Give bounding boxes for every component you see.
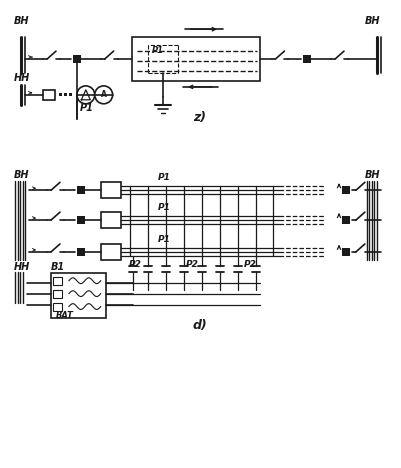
Text: z): z) xyxy=(193,110,206,124)
Bar xyxy=(73,55,81,63)
Bar xyxy=(43,90,55,100)
Bar xyxy=(77,186,85,194)
Text: P1: P1 xyxy=(158,235,171,244)
Bar xyxy=(77,216,85,224)
Bar xyxy=(53,290,62,298)
Text: d): d) xyxy=(192,320,207,332)
Bar xyxy=(69,93,72,96)
Text: BAT: BAT xyxy=(56,312,74,321)
Bar xyxy=(100,244,120,260)
Text: BH: BH xyxy=(13,170,29,180)
Bar xyxy=(302,55,310,63)
Text: A: A xyxy=(101,90,106,99)
Text: HH: HH xyxy=(13,73,30,83)
Text: BH: BH xyxy=(364,16,379,26)
Bar xyxy=(59,93,62,96)
Text: BH: BH xyxy=(364,170,379,180)
Bar xyxy=(132,37,259,81)
Bar xyxy=(53,277,62,285)
Text: P1: P1 xyxy=(151,46,163,55)
Circle shape xyxy=(77,86,95,104)
Bar xyxy=(100,212,120,228)
Bar xyxy=(64,93,67,96)
Text: P1: P1 xyxy=(80,103,93,113)
Circle shape xyxy=(95,86,112,104)
Text: HH: HH xyxy=(13,262,30,272)
Text: P1: P1 xyxy=(158,173,171,183)
Bar xyxy=(100,183,120,198)
Text: P2: P2 xyxy=(243,260,256,269)
Text: P2: P2 xyxy=(186,260,198,269)
Bar xyxy=(53,303,62,311)
Bar xyxy=(341,216,349,224)
Bar xyxy=(51,273,105,317)
Bar xyxy=(341,248,349,256)
Text: BH: BH xyxy=(13,16,29,26)
Text: P2: P2 xyxy=(128,260,141,269)
Text: P1: P1 xyxy=(158,203,171,212)
Text: B1: B1 xyxy=(51,262,65,272)
Bar xyxy=(77,248,85,256)
Bar xyxy=(341,186,349,194)
